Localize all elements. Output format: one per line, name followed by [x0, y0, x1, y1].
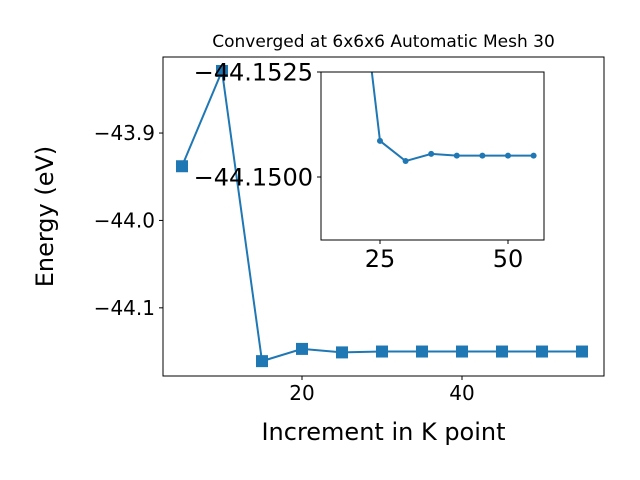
marker	[428, 150, 435, 157]
y-tick-label: −44.1500	[194, 164, 313, 192]
marker	[376, 345, 388, 358]
plot-area	[176, 64, 588, 368]
y-axis-label: Energy (eV)	[31, 146, 59, 288]
marker	[479, 152, 486, 159]
y-tick-label: −44.1	[94, 296, 155, 320]
marker	[376, 137, 383, 144]
x-tick-label: 20	[289, 381, 314, 405]
marker	[256, 355, 268, 368]
marker	[530, 152, 537, 159]
marker	[176, 160, 188, 173]
marker	[402, 158, 409, 165]
marker	[505, 152, 512, 159]
axes-frame	[320, 71, 545, 241]
marker	[456, 345, 468, 358]
marker	[453, 152, 460, 159]
axes: 25 50 −44.1525 −44.1500	[194, 59, 545, 273]
marker	[296, 342, 308, 355]
marker	[496, 345, 508, 358]
x-tick-label: 25	[365, 245, 396, 273]
y-tick-label: −43.9	[94, 121, 155, 145]
plot-area	[370, 72, 537, 165]
y-tick-label: −44.1525	[194, 59, 313, 87]
marker	[576, 345, 588, 358]
chart-title: Converged at 6x6x6 Automatic Mesh 30	[212, 32, 555, 52]
marker	[416, 345, 428, 358]
axes-frame	[162, 56, 605, 377]
x-tick-label: 40	[449, 381, 474, 405]
marker	[536, 345, 548, 358]
marker	[216, 64, 228, 77]
x-axis-label: Increment in K point	[261, 418, 505, 446]
x-tick-label: 50	[493, 245, 524, 273]
marker	[336, 346, 348, 359]
y-tick-label: −44.0	[94, 209, 155, 233]
data-line	[370, 72, 534, 163]
